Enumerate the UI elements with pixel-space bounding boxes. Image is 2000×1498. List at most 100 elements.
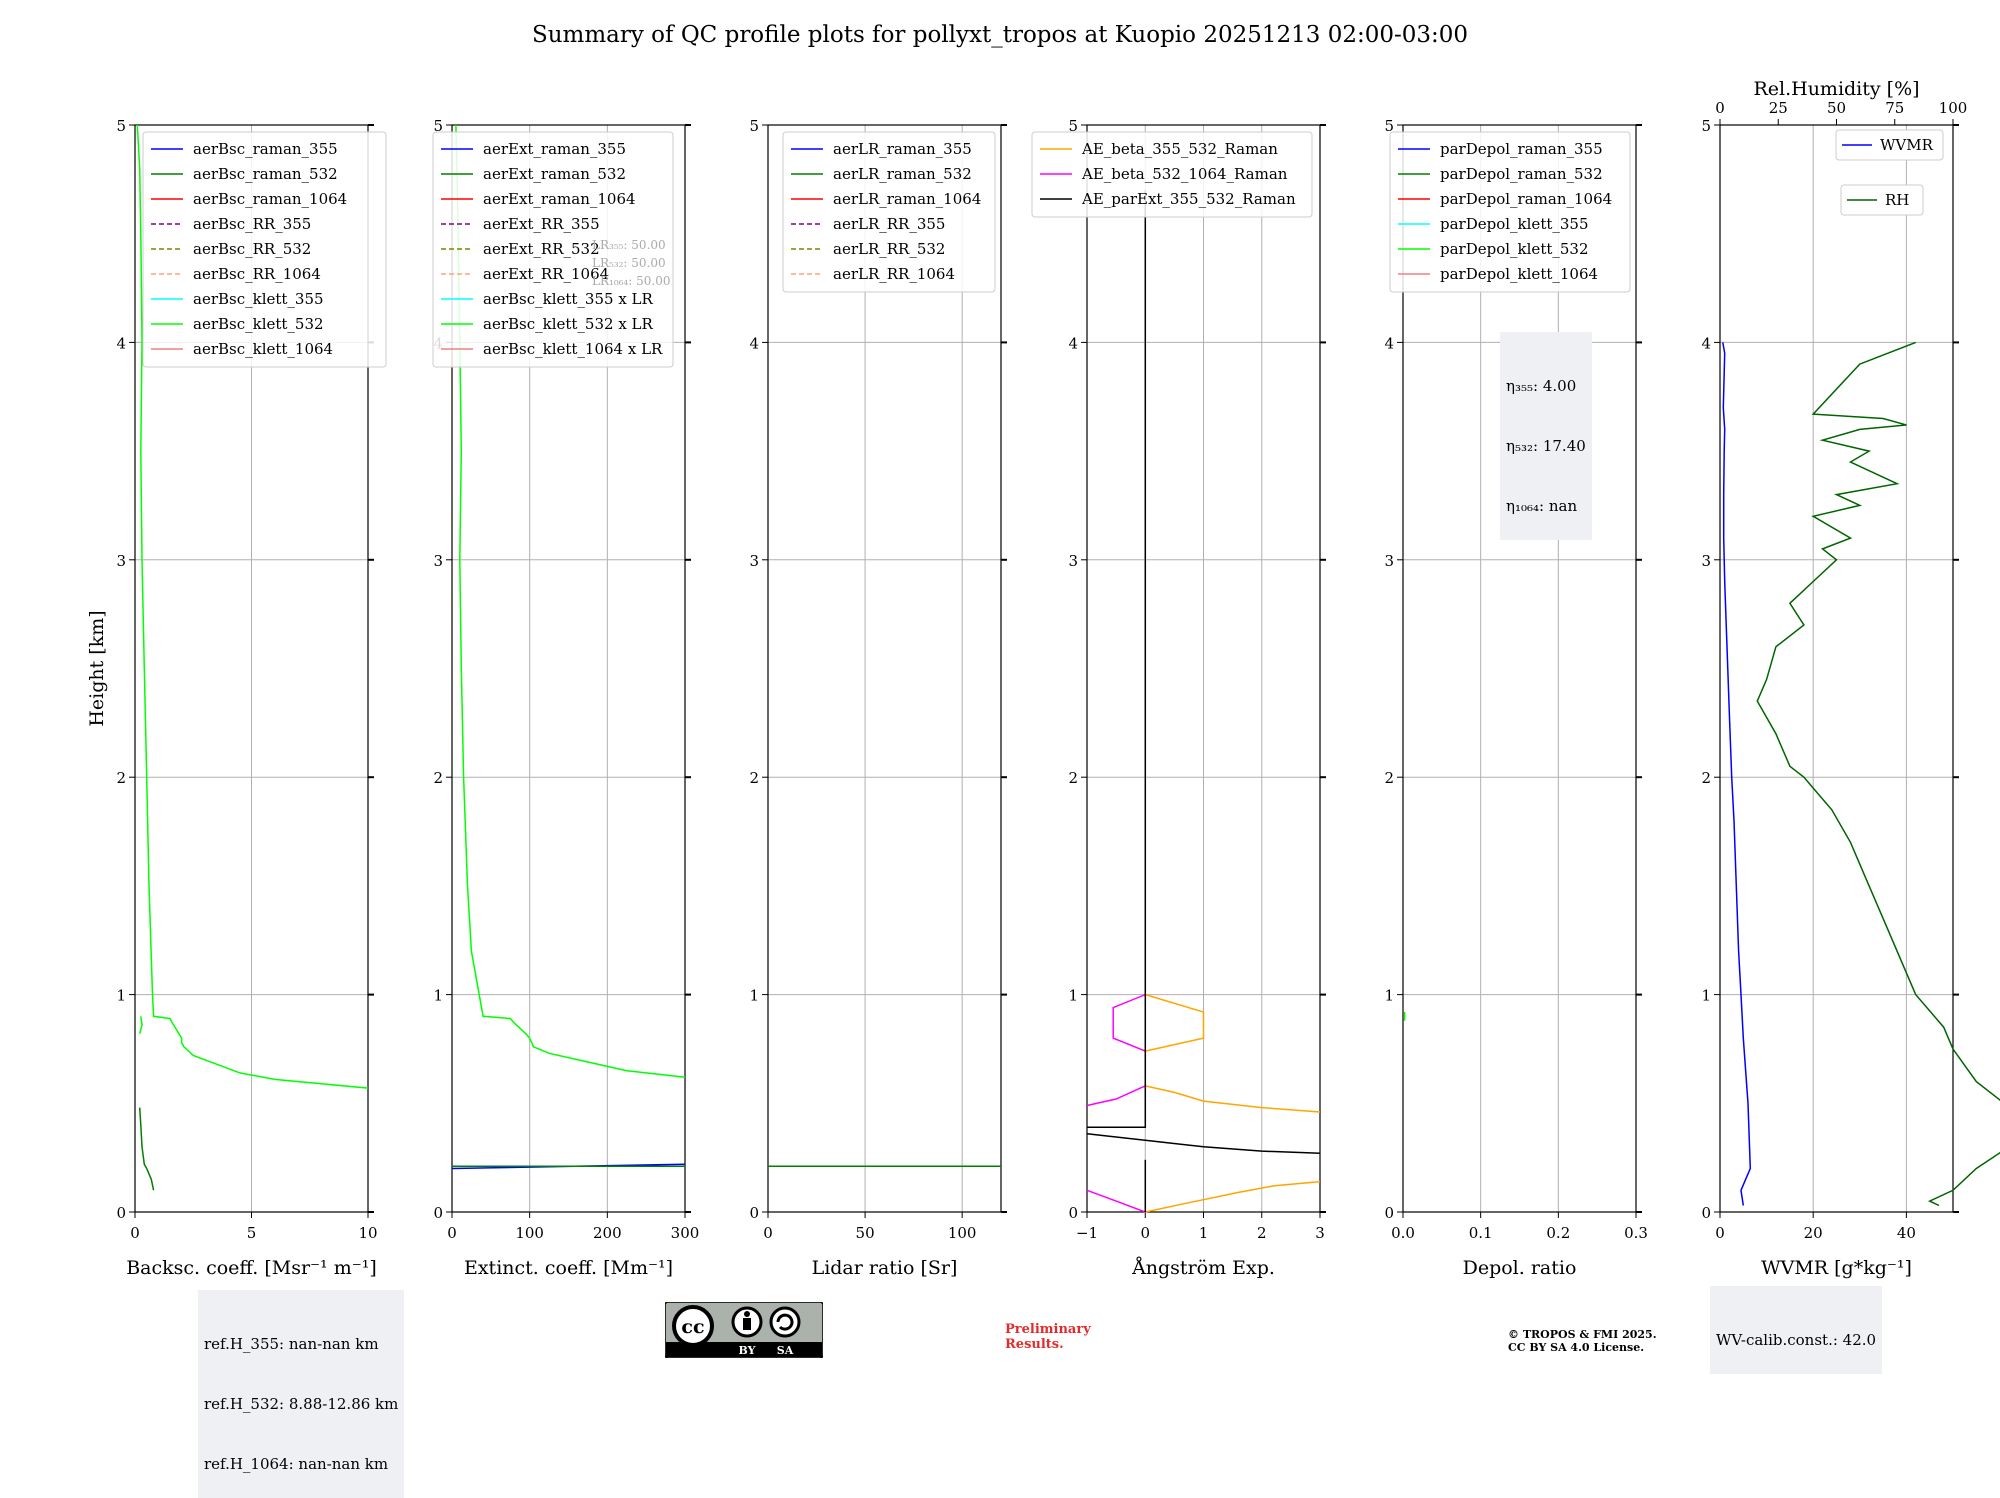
x-tick-label: −1	[1076, 1224, 1098, 1242]
series-AE_beta_355_532_Raman	[1145, 993, 1205, 1052]
y-tick-label: 3	[749, 552, 759, 570]
x-tick-label: 100	[948, 1224, 977, 1242]
lr-labels: LR₃₅₅: 50.00 LR₅₃₂: 50.00 LR₁₀₆₄: 50.00	[592, 236, 670, 290]
y-tick-label: 2	[116, 769, 126, 787]
y-tick-label: 5	[1384, 117, 1394, 135]
x2-tick-label: 75	[1885, 99, 1904, 117]
lr-label-355: LR₃₅₅: 50.00	[592, 238, 666, 252]
y-tick-label: 1	[1384, 987, 1394, 1005]
y-tick-label: 1	[1701, 987, 1711, 1005]
legend-box	[782, 131, 996, 293]
legend-label: aerExt_RR_355	[483, 215, 600, 233]
legend-label: aerBsc_klett_355	[193, 290, 324, 308]
y-tick-label: 3	[1068, 552, 1078, 570]
series-aerBsc_klett_532	[136, 124, 369, 1089]
copyright-note: © TROPOS & FMI 2025. CC BY SA 4.0 Licens…	[1508, 1328, 1657, 1354]
x-axis-label: Extinct. coeff. [Mm⁻¹]	[464, 1257, 673, 1279]
legend-box	[432, 131, 674, 368]
y-tick-label: 2	[1701, 769, 1711, 787]
x-tick-label: 0	[763, 1224, 773, 1242]
legend-label: parDepol_raman_355	[1440, 140, 1603, 158]
x-axis-label: Depol. ratio	[1463, 1257, 1577, 1279]
series-AE_beta_532_1064_Raman	[1086, 1085, 1146, 1107]
y-tick-label: 5	[1701, 117, 1711, 135]
eta-box: η₃₅₅: 4.00 η₅₃₂: 17.40 η₁₀₆₄: nan	[1500, 332, 1592, 540]
legend-box	[1835, 129, 1944, 161]
y-tick-label: 4	[1701, 334, 1711, 352]
y-tick-label: 1	[433, 987, 443, 1005]
legend-box	[142, 131, 387, 368]
legend-label: aerBsc_raman_1064	[193, 190, 347, 208]
ref-height-355: ref.H_355: nan-nan km	[204, 1335, 379, 1353]
x-tick-label: 0	[447, 1224, 457, 1242]
legend-label: aerLR_RR_1064	[833, 265, 955, 283]
y-tick-label: 0	[1701, 1204, 1711, 1222]
ref-height-1064: ref.H_1064: nan-nan km	[204, 1455, 389, 1473]
y-tick-label: 3	[1384, 552, 1394, 570]
legend-label: aerExt_RR_1064	[483, 265, 609, 283]
x-tick-label: 0.1	[1469, 1224, 1493, 1242]
legend-label: RH	[1885, 191, 1909, 209]
series-RH	[1756, 341, 2000, 1207]
legend-label: AE_beta_355_532_Raman	[1081, 140, 1278, 158]
y-tick-label: 4	[1068, 334, 1078, 352]
x-tick-label: 200	[593, 1224, 622, 1242]
y-tick-label: 0	[433, 1204, 443, 1222]
lr-label-1064: LR₁₀₆₄: 50.00	[592, 274, 671, 288]
copyright-line-2: CC BY SA 4.0 License.	[1508, 1341, 1645, 1354]
legend-label: aerBsc_RR_532	[193, 240, 311, 258]
x2-tick-label: 50	[1827, 99, 1846, 117]
legend-label: parDepol_klett_1064	[1440, 265, 1598, 283]
y-tick-label: 2	[749, 769, 759, 787]
x-tick-label: 100	[515, 1224, 544, 1242]
legend-label: parDepol_klett_532	[1440, 240, 1589, 258]
y-tick-label: 3	[1701, 552, 1711, 570]
y-tick-label: 1	[749, 987, 759, 1005]
legend-label: aerBsc_klett_532 x LR	[483, 315, 654, 333]
y-axis-label: Height [km]	[86, 610, 108, 726]
y-tick-label: 3	[116, 552, 126, 570]
y-tick-label: 1	[1068, 987, 1078, 1005]
series-AE_parExt_355_532_Raman	[1086, 1132, 1321, 1155]
x-tick-label: 20	[1804, 1224, 1823, 1242]
y-tick-label: 0	[1068, 1204, 1078, 1222]
legend-box	[1389, 131, 1631, 293]
y-tick-label: 4	[1384, 334, 1394, 352]
x-tick-label: 0.0	[1391, 1224, 1415, 1242]
series-WVMR	[1722, 342, 1752, 1206]
legend-label: parDepol_raman_532	[1440, 165, 1603, 183]
legend-label: aerBsc_klett_532	[193, 315, 324, 333]
y-tick-label: 2	[1384, 769, 1394, 787]
legend-label: aerBsc_klett_1064 x LR	[483, 340, 663, 358]
x-tick-label: 40	[1897, 1224, 1916, 1242]
y-tick-label: 5	[433, 117, 443, 135]
x-axis-label: Lidar ratio [Sr]	[812, 1257, 958, 1279]
legend-label: aerLR_RR_355	[833, 215, 945, 233]
y-tick-label: 0	[749, 1204, 759, 1222]
y-tick-label: 1	[116, 987, 126, 1005]
legend-label: AE_beta_532_1064_Raman	[1081, 165, 1288, 183]
legend-label: aerLR_raman_1064	[833, 190, 981, 208]
legend-label: aerExt_raman_355	[483, 140, 626, 158]
x2-axis-label: Rel.Humidity [%]	[1753, 78, 1919, 100]
x-tick-label: 50	[856, 1224, 875, 1242]
wv-calibration-text: WV-calib.const.: 42.0	[1716, 1331, 1877, 1349]
series-aerBsc_klett_532 x LR	[455, 124, 686, 1078]
legend-label: WVMR	[1880, 136, 1934, 154]
x-tick-label: 0	[1715, 1224, 1725, 1242]
legend-label: aerLR_RR_532	[833, 240, 945, 258]
legend-label: parDepol_klett_355	[1440, 215, 1589, 233]
x-tick-label: 2	[1257, 1224, 1267, 1242]
x-tick-label: 0.3	[1624, 1224, 1648, 1242]
legend-label: aerBsc_RR_355	[193, 215, 311, 233]
wv-calibration-box: WV-calib.const.: 42.0	[1710, 1286, 1883, 1374]
legend-label: aerBsc_klett_355 x LR	[483, 290, 654, 308]
cc-sa-label: SA	[777, 1344, 794, 1357]
x-tick-label: 3	[1315, 1224, 1325, 1242]
legend-label: aerExt_raman_532	[483, 165, 626, 183]
eta-355: η₃₅₅: 4.00	[1506, 377, 1577, 395]
x-axis-label: Ångström Exp.	[1131, 1257, 1275, 1279]
svg-text:cc: cc	[681, 1316, 704, 1338]
legend-box	[1031, 131, 1313, 218]
